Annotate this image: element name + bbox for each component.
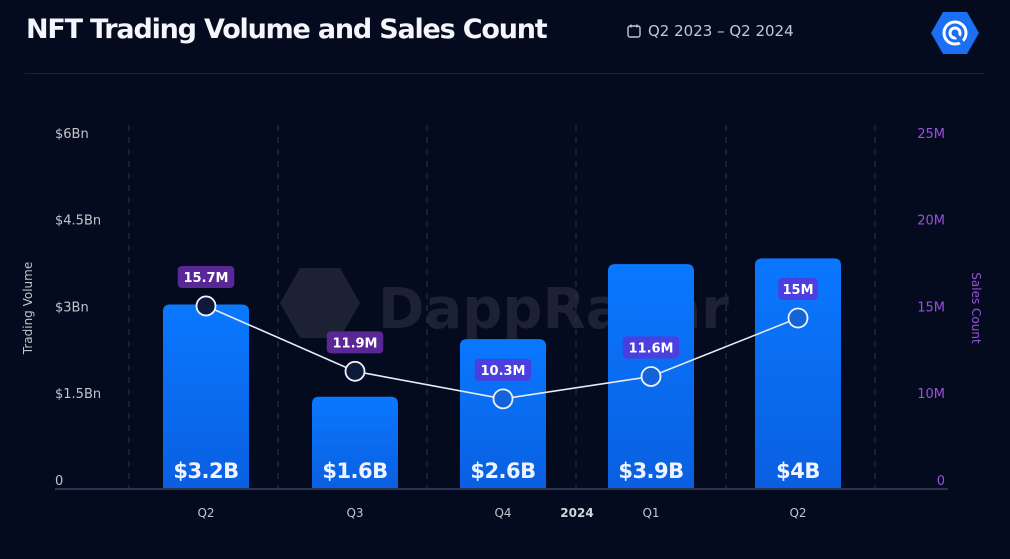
y-right-tick: 20M: [917, 214, 945, 229]
sales-label: 10.3M: [480, 364, 525, 379]
sales-point: [640, 366, 662, 387]
sales-label: 11.9M: [332, 336, 377, 351]
volume-bar-label: $3.2B: [173, 459, 238, 483]
sales-label-box: [326, 331, 384, 354]
x-tick: Q2: [789, 506, 806, 520]
sales-label: 11.6M: [628, 341, 673, 356]
y-left-tick: $1.5Bn: [55, 387, 101, 402]
sales-point: [344, 360, 366, 382]
year-marker: 2024: [560, 506, 593, 520]
volume-bar-label: $4B: [776, 459, 820, 483]
chart-title: NFT Trading Volume and Sales Count: [26, 14, 548, 45]
sales-label-box: [622, 336, 680, 359]
y-left-tick: $4.5Bn: [55, 214, 101, 229]
sales-point: [195, 295, 217, 317]
sales-label: 15M: [782, 283, 813, 298]
volume-bar: [163, 304, 249, 489]
date-range-text: Q2 2023 – Q2 2024: [648, 22, 794, 40]
sales-point: [492, 388, 514, 410]
x-tick: Q4: [494, 506, 511, 520]
y-left-label: Trading Volume: [21, 262, 35, 355]
y-right-label: Sales Count: [969, 272, 983, 344]
y-right-tick: 0: [937, 474, 945, 489]
x-tick: Q1: [642, 506, 659, 520]
sales-label-box: [778, 278, 818, 300]
volume-bar-label: $1.6B: [322, 459, 387, 483]
sales-label-box: [474, 358, 532, 381]
sales-label: 15.7M: [183, 271, 228, 286]
sales-label-box: [177, 265, 235, 288]
y-right-tick: 25M: [917, 127, 945, 142]
date-range: Q2 2023 – Q2 2024: [626, 22, 794, 40]
header-divider: [25, 73, 985, 74]
x-tick: Q2: [197, 506, 214, 520]
y-left-tick: $3Bn: [55, 300, 89, 315]
volume-bar-label: $3.9B: [618, 459, 683, 483]
y-right-tick: 15M: [917, 300, 945, 315]
y-left-tick: $6Bn: [55, 127, 89, 142]
y-right-tick: 10M: [917, 387, 945, 402]
dappradar-logo-icon: [931, 12, 979, 54]
sales-point: [787, 307, 809, 329]
y-left-tick: 0: [55, 474, 63, 489]
volume-bar-label: $2.6B: [470, 459, 535, 483]
volume-bar: [312, 396, 398, 489]
x-tick: Q3: [346, 506, 363, 520]
calendar-icon: [627, 24, 641, 38]
volume-bar: [755, 258, 841, 489]
